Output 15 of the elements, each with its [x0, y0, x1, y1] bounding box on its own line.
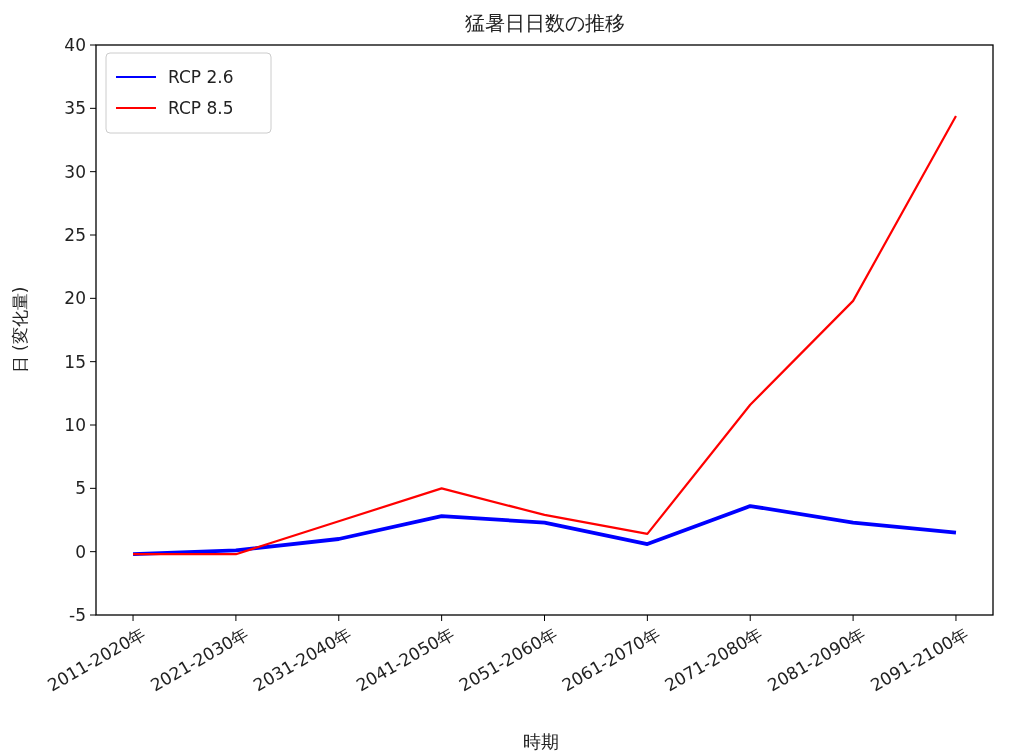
- legend-label: RCP 8.5: [168, 98, 234, 118]
- y-tick-label: 40: [64, 35, 86, 55]
- y-axis-title: 日 (変化量): [10, 286, 30, 374]
- y-tick-label: 5: [75, 478, 86, 499]
- y-tick-label: 20: [64, 288, 86, 309]
- y-tick-label: 25: [64, 225, 86, 245]
- legend-label: RCP 2.6: [168, 67, 234, 87]
- y-tick-label: 10: [64, 415, 86, 435]
- chart-title: 猛暑日日数の推移: [464, 11, 625, 35]
- y-tick-label: -5: [69, 605, 86, 625]
- y-tick-label: 30: [64, 161, 86, 182]
- y-tick-label: 0: [75, 541, 86, 562]
- x-axis-title: 時期: [522, 731, 559, 752]
- y-tick-label: 35: [64, 98, 86, 119]
- y-tick-label: 15: [64, 351, 86, 372]
